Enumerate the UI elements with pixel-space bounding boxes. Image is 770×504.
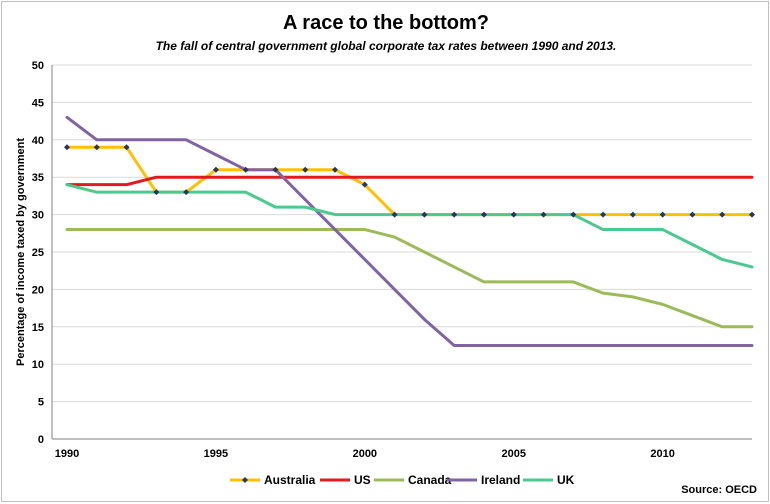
x-tick-labels: 1990 1995 2000 2005 2010 [55, 448, 675, 460]
series-line-uk [65, 183, 754, 269]
y-tick-label: 15 [32, 322, 44, 334]
data-point-australia [719, 211, 726, 218]
y-tick-labels: 0 5 10 15 20 25 30 35 40 45 50 [32, 60, 44, 446]
series-line-ireland [65, 115, 754, 347]
data-point-australia [629, 211, 636, 218]
data-point-australia [361, 181, 368, 188]
data-point-australia [183, 189, 190, 196]
data-point-australia [93, 144, 100, 151]
source-note: Source: OECD [681, 484, 757, 496]
y-tick-label: 50 [32, 60, 44, 72]
x-tick-label: 2010 [650, 448, 674, 460]
legend-label: US [354, 473, 371, 487]
series-line-canada [65, 228, 754, 329]
data-point-australia [212, 166, 219, 173]
legend-label: Australia [264, 473, 316, 487]
data-point-australia [480, 211, 487, 218]
data-point-australia [272, 166, 279, 173]
legend-item-ireland: Ireland [447, 473, 520, 487]
y-tick-label: 25 [32, 247, 44, 259]
y-tick-label: 20 [32, 284, 44, 296]
legend-marker [242, 477, 248, 483]
data-point-australia [64, 144, 70, 151]
legend-item-australia: Australia [230, 473, 316, 487]
data-point-australia [600, 211, 607, 218]
series-line-us [65, 175, 754, 187]
legend-label: Canada [408, 473, 452, 487]
legend-label: Ireland [481, 473, 520, 487]
legend: Australia US Canada Ireland UK [230, 473, 575, 487]
x-tick-label: 1990 [55, 448, 79, 460]
y-tick-label: 10 [32, 359, 44, 371]
y-axis-label: Percentage of income taxed by government [15, 138, 27, 366]
data-point-australia [749, 211, 755, 218]
y-tick-label: 40 [32, 135, 44, 147]
series-line-australia [65, 145, 754, 217]
data-point-australia [570, 211, 577, 218]
x-tick-label: 1995 [204, 448, 228, 460]
gridlines [52, 64, 752, 403]
y-tick-label: 0 [38, 434, 44, 446]
x-tick-label: 2005 [501, 448, 525, 460]
axes [51, 65, 752, 440]
data-point-australia [421, 211, 428, 218]
data-point-australia [451, 211, 458, 218]
data-point-australia [510, 211, 517, 218]
y-tick-label: 45 [32, 97, 44, 109]
data-point-australia [242, 166, 249, 173]
y-tick-label: 5 [38, 397, 44, 409]
data-point-australia [689, 211, 696, 218]
data-point-australia [123, 144, 130, 151]
legend-label: UK [557, 473, 575, 487]
data-point-australia [332, 166, 339, 173]
chart-subtitle: The fall of central government global co… [156, 39, 617, 53]
data-point-australia [540, 211, 547, 218]
y-tick-label: 35 [32, 172, 44, 184]
data-point-australia [391, 211, 398, 218]
y-tick-label: 30 [32, 210, 44, 222]
series-lines [64, 115, 755, 347]
legend-item-canada: Canada [374, 473, 452, 487]
legend-item-us: US [320, 473, 371, 487]
chart-title: A race to the bottom? [283, 12, 489, 34]
x-tick-label: 2000 [353, 448, 377, 460]
data-point-australia [659, 211, 666, 218]
data-point-australia [153, 189, 160, 196]
data-point-australia [302, 166, 309, 173]
legend-item-uk: UK [523, 473, 575, 487]
